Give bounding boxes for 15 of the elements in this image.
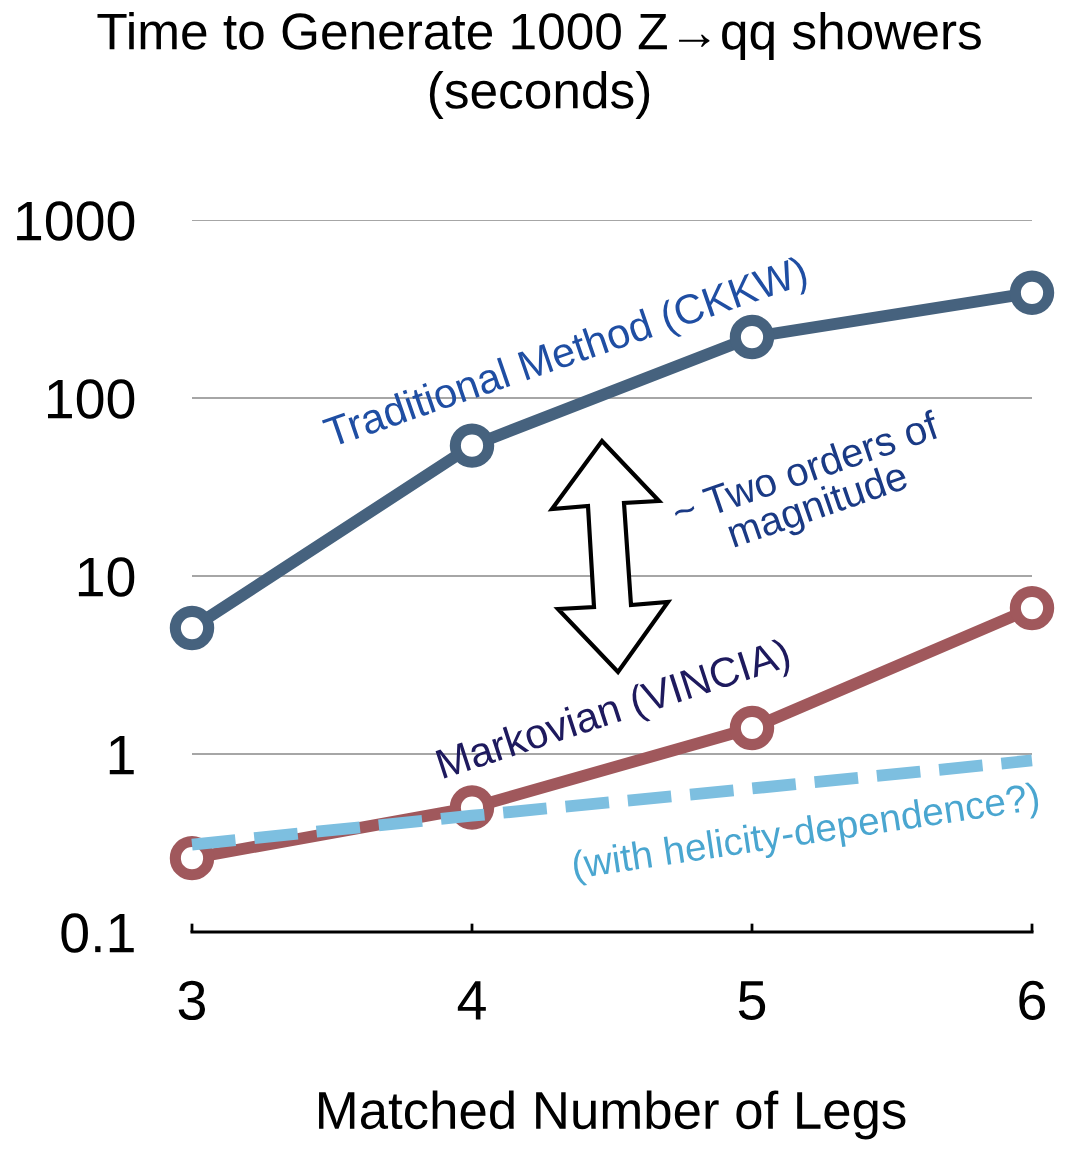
x-tick-label: 3 bbox=[178, 980, 206, 1021]
point bbox=[169, 605, 215, 651]
y-tick-label: 0.1 bbox=[61, 913, 134, 953]
chart-title: Time to Generate 1000 Z→qq showers (seconds) bbox=[97, 12, 981, 119]
x-tick-label: 5 bbox=[738, 981, 766, 1021]
x-axis-title: Matched Number of Legs bbox=[319, 1090, 906, 1140]
y-tick-label: 1 bbox=[109, 735, 134, 775]
y-tick-label: 10 bbox=[78, 557, 135, 597]
y-tick-label: 100 bbox=[48, 379, 135, 419]
x-tick-label: 6 bbox=[1019, 980, 1046, 1021]
x-tick-label: 4 bbox=[457, 981, 486, 1020]
point bbox=[1009, 270, 1055, 316]
point bbox=[169, 835, 215, 881]
y-tick-label: 1000 bbox=[17, 201, 135, 241]
point bbox=[1009, 585, 1055, 631]
